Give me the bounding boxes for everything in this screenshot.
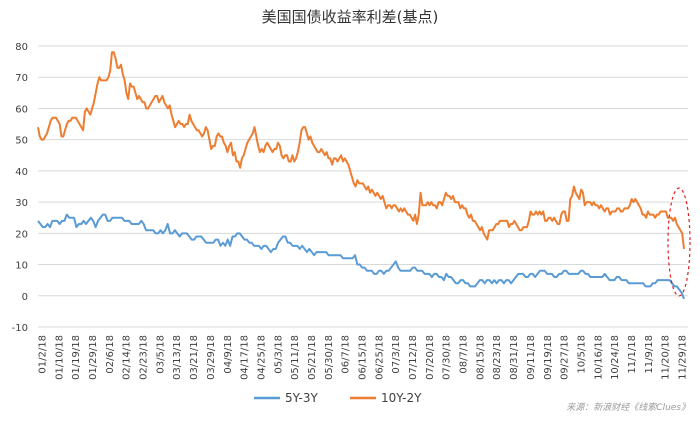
x-tick-label: 06/7/18 xyxy=(341,335,352,374)
legend: 5Y-3Y 10Y-2Y xyxy=(254,391,422,405)
y-tick-label: 50 xyxy=(15,136,28,147)
highlight-ellipse xyxy=(667,187,691,297)
y-tick-label: -10 xyxy=(12,323,28,334)
x-tick-label: 07/12/18 xyxy=(408,335,419,380)
x-tick-label: 09/11/18 xyxy=(526,335,537,380)
series-line-1 xyxy=(37,213,685,300)
x-tick-label: 09/19/18 xyxy=(543,335,554,380)
y-tick-label: 10 xyxy=(15,261,28,272)
x-tick-label: 11/9/18 xyxy=(644,335,655,374)
x-tick-label: 10/5/18 xyxy=(576,335,587,374)
y-tick-label: 60 xyxy=(15,104,28,115)
x-tick-label: 11/29/18 xyxy=(678,335,689,380)
x-tick-label: 05/11/18 xyxy=(290,335,301,380)
y-tick-label: 40 xyxy=(15,167,28,178)
x-tick-label: 08/23/18 xyxy=(492,335,503,380)
x-tick-label: 03/13/18 xyxy=(172,335,183,380)
x-tick-label: 01/10/18 xyxy=(54,335,65,380)
x-tick-label: 03/29/18 xyxy=(206,335,217,380)
x-tick-label: 07/20/18 xyxy=(425,335,436,380)
grid-lines xyxy=(38,45,688,328)
x-tick-label: 09/27/18 xyxy=(560,335,571,380)
y-tick-label: 70 xyxy=(15,73,28,84)
source-note: 来源：新浪财经《线索Clues》 xyxy=(566,402,690,413)
y-tick-label: 30 xyxy=(15,198,28,209)
x-tick-label: 01/2/18 xyxy=(38,335,49,374)
x-tick-label: 02/14/18 xyxy=(122,335,133,380)
x-tick-label: 04/9/18 xyxy=(223,335,234,374)
x-tick-label: 07/30/18 xyxy=(442,335,453,380)
x-tick-label: 04/17/18 xyxy=(240,335,251,380)
x-tick-label: 05/30/18 xyxy=(324,335,335,380)
x-tick-label: 03/5/18 xyxy=(155,335,166,374)
chart-title: 美国国债收益率利差(基点) xyxy=(262,8,439,26)
x-tick-label: 05/21/18 xyxy=(307,335,318,380)
x-tick-label: 10/24/18 xyxy=(610,335,621,380)
x-tick-label: 08/31/18 xyxy=(509,335,520,380)
x-tick-label: 10/16/18 xyxy=(593,335,604,380)
x-tick-label: 02/23/18 xyxy=(139,335,150,380)
x-tick-label: 03/21/18 xyxy=(189,335,200,380)
y-tick-label: 0 xyxy=(22,292,28,303)
x-tick-label: 11/1/18 xyxy=(627,335,638,374)
x-tick-label: 11/20/18 xyxy=(661,335,672,380)
x-tick-label: 08/15/18 xyxy=(475,335,486,380)
series-lines xyxy=(37,51,685,300)
legend-label: 10Y-2Y xyxy=(381,391,422,405)
annotation xyxy=(667,187,691,297)
x-tick-label: 04/25/18 xyxy=(256,335,267,380)
y-tick-label: 20 xyxy=(15,229,28,240)
x-axis: 01/2/18 01/10/18 01/19/18 01/29/18 02/6/18 02… xyxy=(38,335,689,380)
y-axis: -10 0 10 20 30 40 50 60 70 80 xyxy=(12,42,28,334)
x-tick-label: 06/15/18 xyxy=(358,335,369,380)
x-tick-label: 01/19/18 xyxy=(71,335,82,380)
x-tick-label: 05/3/18 xyxy=(273,335,284,374)
x-tick-label: 06/25/18 xyxy=(374,335,385,380)
x-tick-label: 01/29/18 xyxy=(88,335,99,380)
x-tick-label: 07/3/18 xyxy=(391,335,402,374)
series-line-2 xyxy=(37,51,685,250)
x-tick-label: 08/7/18 xyxy=(459,335,470,374)
x-tick-label: 02/6/18 xyxy=(105,335,116,374)
legend-label: 5Y-3Y xyxy=(285,391,319,405)
y-tick-label: 80 xyxy=(15,42,28,53)
